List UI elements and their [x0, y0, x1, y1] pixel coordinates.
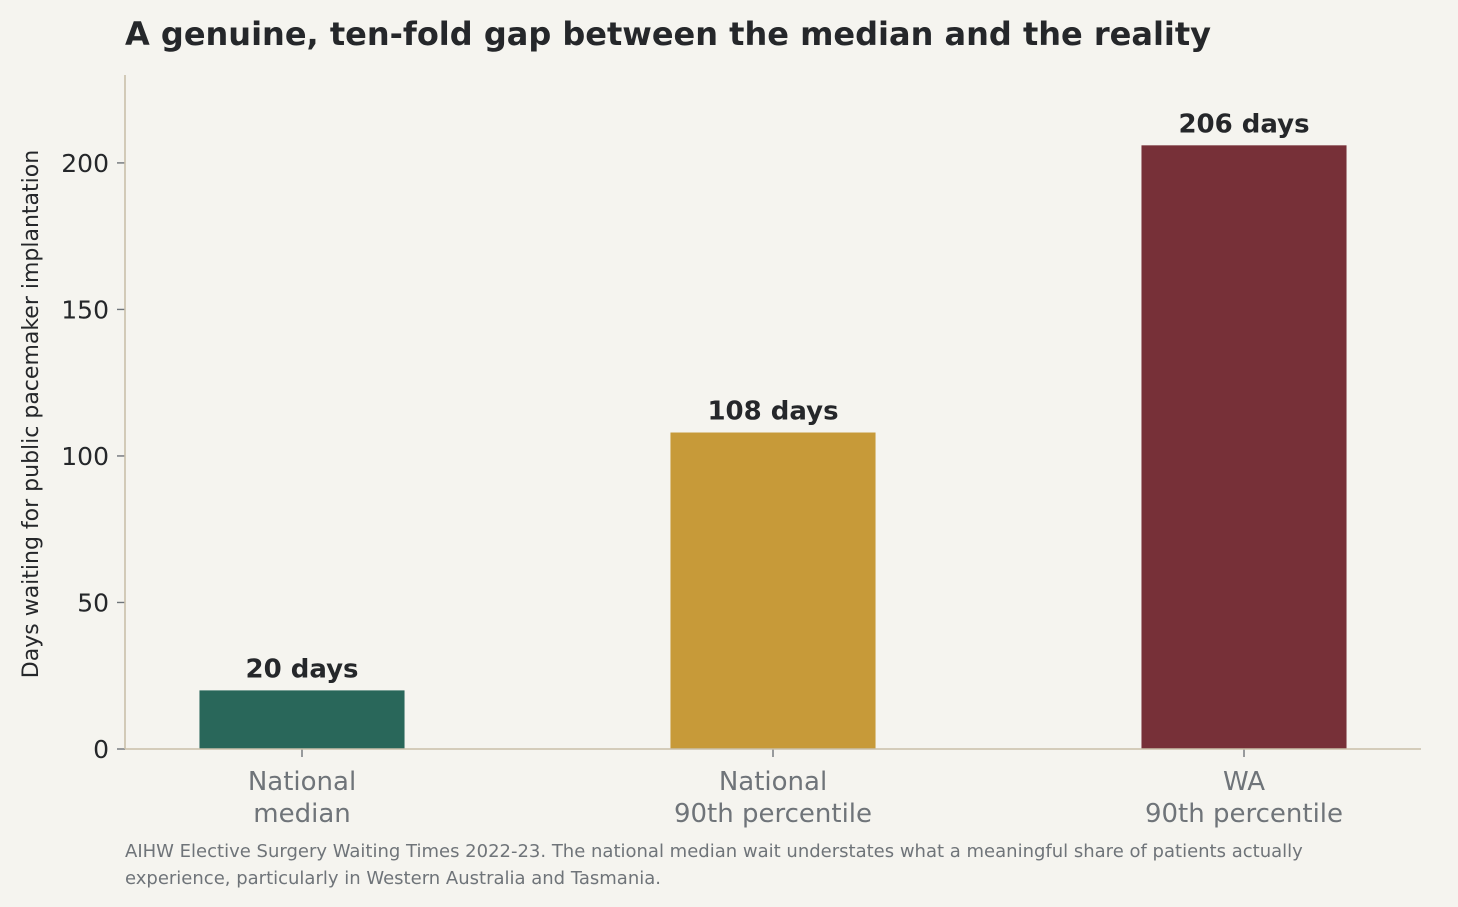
y-tick-label: 50 — [77, 588, 109, 617]
footnote-line-1: AIHW Elective Surgery Waiting Times 2022… — [125, 841, 1303, 862]
bar — [670, 432, 876, 749]
bar — [1141, 145, 1347, 749]
y-tick-label: 0 — [93, 735, 109, 764]
y-tick-label: 150 — [61, 295, 109, 324]
x-tick-label-line: 90th percentile — [1145, 799, 1343, 829]
bar-data-label: 206 days — [1178, 109, 1309, 139]
x-tick-label-line: WA — [1223, 767, 1265, 797]
bars — [199, 145, 1347, 749]
bar — [199, 690, 405, 749]
y-axis-label: Days waiting for public pacemaker implan… — [19, 150, 44, 678]
y-axis-ticks: 0 50 100 150 200 — [61, 149, 125, 764]
x-tick-label-line: National — [248, 767, 356, 797]
y-tick-label: 200 — [61, 149, 109, 178]
y-tick-label: 100 — [61, 442, 109, 471]
chart-title: A genuine, ten-fold gap between the medi… — [125, 15, 1211, 53]
x-tick-label-line: median — [253, 799, 350, 829]
footnote-line-2: experience, particularly in Western Aust… — [125, 868, 661, 889]
bar-data-label: 108 days — [707, 397, 838, 427]
data-labels: 20 days 108 days 206 days — [245, 109, 1309, 684]
x-tick-label-line: 90th percentile — [674, 799, 872, 829]
x-tick-label: National 90th percentile — [674, 767, 872, 829]
x-tick-label-line: National — [719, 767, 827, 797]
x-tick-label: WA 90th percentile — [1145, 767, 1343, 829]
bar-data-label: 20 days — [245, 654, 358, 684]
x-tick-label: National median — [248, 767, 356, 829]
